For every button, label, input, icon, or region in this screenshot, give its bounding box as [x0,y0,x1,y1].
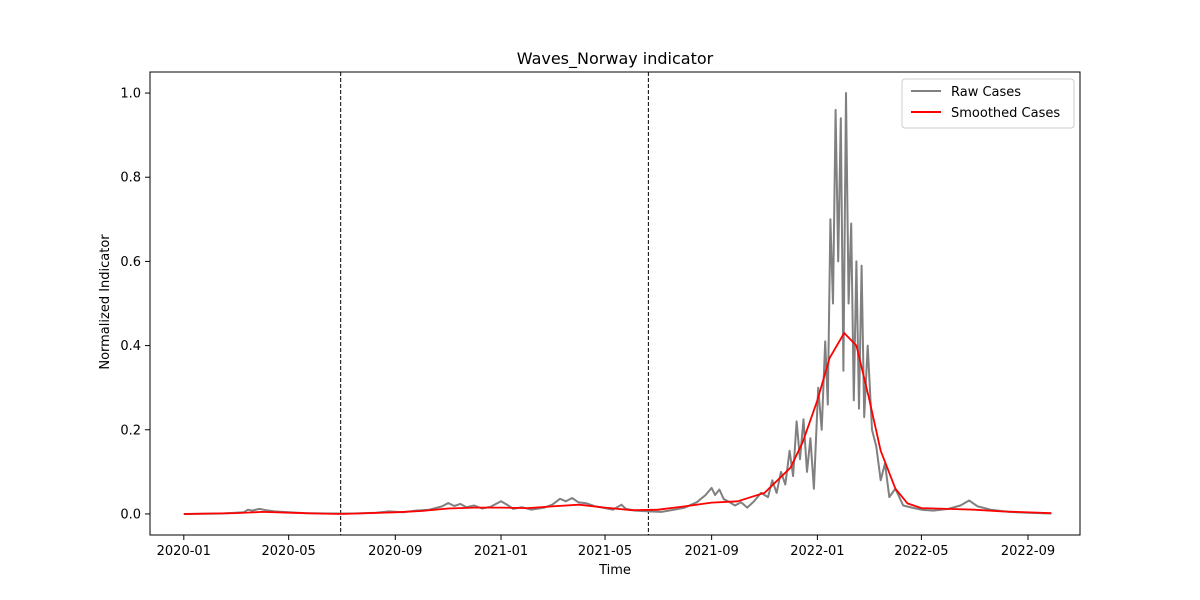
x-tick-label: 2020-05 [262,544,316,559]
series-line-smoothed-cases [183,332,1052,515]
chart-title: Waves_Norway indicator [517,49,714,69]
x-tick-label: 2021-01 [474,544,528,559]
y-axis-label: Normalized Indicator [98,234,113,370]
x-tick-label: 2021-09 [684,544,738,559]
legend: Raw Cases Smoothed Cases [901,78,1075,129]
y-tick-label: 0.6 [120,255,141,270]
legend-label-raw-cases: Raw Cases [951,85,1021,100]
y-tick-label: 0.0 [120,507,141,522]
x-tick-label: 2020-09 [368,544,422,559]
x-tick-label: 2021-05 [578,544,632,559]
x-tick-label: 2020-01 [157,544,211,559]
y-tick-label: 1.0 [120,87,141,102]
y-tick-label: 0.2 [120,423,141,438]
plot-frame [149,71,1081,536]
legend-label-smoothed-cases: Smoothed Cases [951,106,1060,121]
y-tick-label: 0.8 [120,171,141,186]
x-tick-label: 2022-05 [894,544,948,559]
x-tick-label: 2022-09 [1001,544,1055,559]
x-tick-label: 2022-01 [790,544,844,559]
x-axis-label: Time [598,563,631,578]
x-axis: 2020-01 2020-05 2020-09 2021-01 2021-05 2021-… [157,535,1055,559]
y-tick-label: 0.4 [120,339,141,354]
legend-box [901,78,1075,129]
plot-area [149,71,1081,536]
y-axis: 0.0 0.2 0.4 0.6 0.8 1.0 [120,87,150,522]
series-line-raw-cases [183,92,1052,515]
